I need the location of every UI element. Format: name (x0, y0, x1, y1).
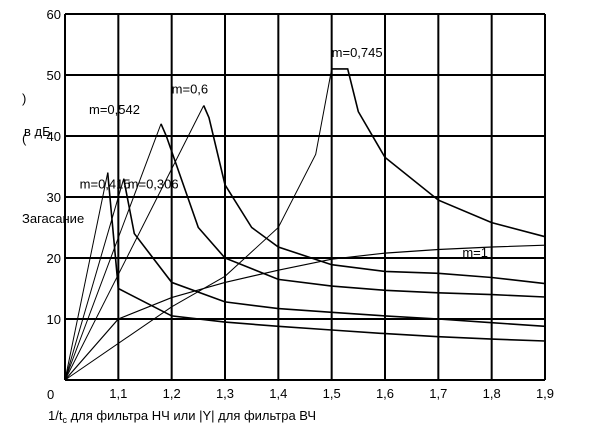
y-tick-label: 20 (47, 251, 61, 266)
series-label: m=0,6 (172, 82, 209, 97)
x-tick-label: 1,3 (216, 386, 234, 401)
curve-falling (106, 172, 546, 342)
x-tick-label: 1,4 (269, 386, 287, 401)
curve-falling (202, 105, 546, 285)
x-tick-label: 1,7 (429, 386, 447, 401)
curve-falling (331, 68, 546, 238)
series-label: m=0,542 (89, 102, 140, 117)
y-axis-label-paren-close: ) (22, 91, 26, 106)
series-label: m=0,415 (80, 177, 131, 192)
y-tick-label: 40 (47, 129, 61, 144)
series-label: m=0,306 (128, 177, 179, 192)
y-tick-labels: 10 20 30 40 50 60 (47, 7, 61, 327)
y-tick-label: 60 (47, 7, 61, 22)
curve-rising (64, 172, 109, 381)
grid (64, 13, 546, 381)
y-axis-label-paren-open: ( (22, 131, 27, 146)
y-axis-label-unit: в дБ (24, 124, 51, 139)
curve (64, 244, 546, 381)
x-axis-label-main: 1/t (48, 408, 63, 423)
curve-rising (64, 68, 333, 381)
curve-falling (122, 178, 546, 328)
y-tick-label: 30 (47, 190, 61, 205)
x-axis-label: 1/tc для фильтра НЧ или |Y| для фильтра … (48, 408, 316, 425)
curve-rising (64, 178, 125, 381)
series-label: m=1 (462, 245, 488, 260)
y-tick-label: 50 (47, 68, 61, 83)
x-axis-label-subscript: c (62, 415, 67, 425)
x-tick-label: 1,9 (536, 386, 554, 401)
x-tick-label: 1,8 (483, 386, 501, 401)
curve-falling (160, 123, 546, 298)
curve-rising (64, 105, 205, 381)
x-tick-label: 1,1 (109, 386, 127, 401)
x-tick-label: 1,2 (163, 386, 181, 401)
x-tick-label: 1,5 (323, 386, 341, 401)
y-tick-label: 10 (47, 312, 61, 327)
origin-label: 0 (47, 387, 54, 402)
x-tick-labels: 1,1 1,2 1,3 1,4 1,5 1,6 1,7 1,8 1,9 (109, 386, 554, 401)
x-tick-label: 1,6 (376, 386, 394, 401)
side-label: Загасание (22, 211, 84, 226)
curves (64, 68, 546, 381)
curve-rising (64, 123, 162, 381)
series-label: m=0,745 (332, 45, 383, 60)
x-axis-label-rest: для фильтра НЧ или |Y| для фильтра ВЧ (67, 408, 316, 423)
